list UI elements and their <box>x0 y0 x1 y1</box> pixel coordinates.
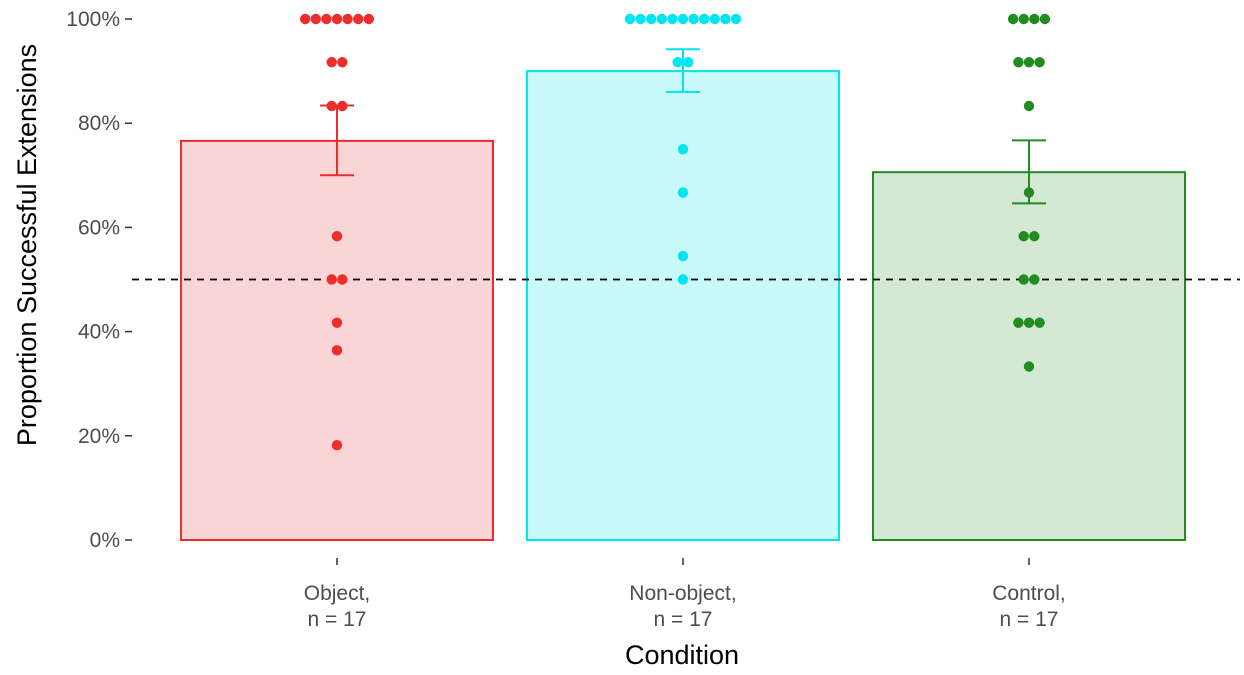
points-layer <box>300 13 1051 451</box>
data-point <box>1007 13 1019 25</box>
data-point <box>1023 100 1035 112</box>
data-point <box>321 13 332 25</box>
data-point <box>1034 317 1045 328</box>
x-tick-label-line1: Non-object, <box>629 582 736 605</box>
data-point <box>337 57 348 68</box>
data-point <box>1018 274 1029 285</box>
data-point <box>672 57 683 68</box>
data-point <box>688 13 699 25</box>
data-point <box>310 13 321 25</box>
data-point <box>667 13 678 25</box>
data-point <box>1034 57 1045 68</box>
data-point <box>635 13 646 25</box>
data-point <box>300 13 311 25</box>
x-axis: Object, n = 17 Non-object, n = 17 Control, n … <box>304 558 1066 631</box>
data-point <box>720 13 731 25</box>
data-point <box>326 274 337 285</box>
data-point <box>677 144 689 155</box>
y-tick-label: 40% <box>78 321 120 344</box>
y-tick-label: 20% <box>78 425 120 448</box>
data-point <box>677 187 689 198</box>
data-point <box>656 13 667 25</box>
data-point <box>1023 317 1035 328</box>
data-point <box>677 13 689 25</box>
y-tick-label: 0% <box>90 529 120 552</box>
x-axis-title: Condition <box>625 640 739 670</box>
y-tick-label: 80% <box>78 112 120 135</box>
data-point <box>624 13 636 25</box>
data-point <box>1023 57 1035 68</box>
data-point <box>331 439 343 451</box>
data-point <box>342 13 353 25</box>
data-point <box>331 231 343 242</box>
x-tick-label-line2: n = 17 <box>308 608 367 631</box>
error-bars-layer <box>320 48 1046 205</box>
data-point <box>353 13 364 25</box>
data-point <box>331 317 343 328</box>
data-point <box>1029 13 1040 25</box>
data-point <box>730 13 742 25</box>
data-point <box>1029 274 1040 285</box>
data-point <box>646 13 657 25</box>
data-point <box>1013 317 1024 328</box>
data-point <box>677 274 689 285</box>
data-point <box>331 345 343 356</box>
data-point <box>331 13 343 25</box>
bar <box>180 139 494 541</box>
bars-layer <box>180 70 1186 541</box>
data-point <box>326 57 337 68</box>
data-point <box>1018 231 1029 242</box>
y-tick-label: 100% <box>66 8 120 31</box>
y-axis-title: Proportion Successful Extensions <box>12 44 42 446</box>
data-point <box>683 57 694 68</box>
data-point <box>1018 13 1029 25</box>
data-point <box>1023 361 1035 372</box>
data-point <box>1029 231 1040 242</box>
x-tick-label-line1: Object, <box>304 582 371 605</box>
x-tick-label-line2: n = 17 <box>1000 608 1059 631</box>
bar <box>526 70 840 541</box>
data-point <box>709 13 720 25</box>
data-point <box>1039 13 1051 25</box>
data-point <box>363 13 374 25</box>
x-tick-label-line1: Control, <box>992 582 1066 605</box>
data-point <box>699 13 710 25</box>
x-tick-label-line2: n = 17 <box>654 608 713 631</box>
data-point <box>1013 57 1024 68</box>
data-point <box>677 250 689 262</box>
data-point <box>337 274 348 285</box>
y-axis: 0% 20% 40% 60% 80% 100% <box>66 8 132 552</box>
y-tick-label: 60% <box>78 216 120 239</box>
bar <box>872 171 1186 541</box>
